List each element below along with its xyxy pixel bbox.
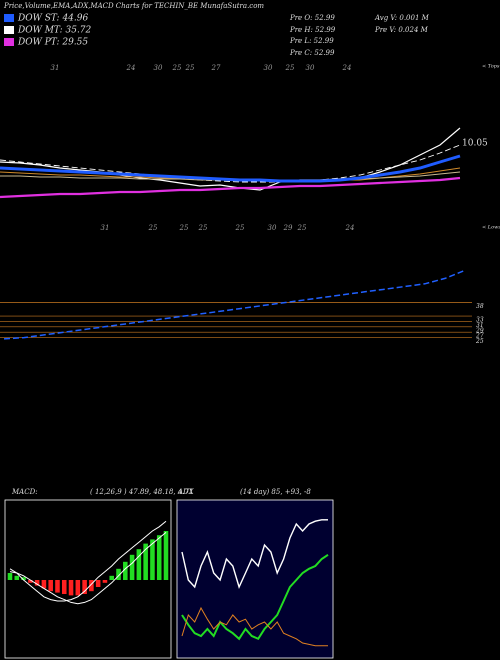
histogram-bar xyxy=(75,580,81,596)
legend-swatch xyxy=(4,38,14,46)
tops-label: < Tops xyxy=(482,64,500,70)
histogram-bar xyxy=(48,580,53,592)
series-line xyxy=(0,176,461,199)
histogram-bar xyxy=(163,531,169,580)
low-label: 24 xyxy=(345,224,355,232)
histogram-bar xyxy=(55,580,60,593)
y-tick-label: 29 xyxy=(475,327,484,334)
top-label: 25 xyxy=(172,64,182,72)
top-label: 25 xyxy=(185,64,195,72)
series-line xyxy=(0,154,461,183)
top-label: 30 xyxy=(154,64,163,72)
histogram-bar xyxy=(61,580,67,594)
series-line xyxy=(9,532,167,605)
histogram-bar xyxy=(21,577,26,580)
macd-panel xyxy=(4,499,172,659)
low-label: 25 xyxy=(148,224,158,232)
y-tick-label: 38 xyxy=(476,303,484,310)
histogram-bar xyxy=(28,580,33,583)
histogram-bar xyxy=(82,580,87,594)
y-tick-label: 25 xyxy=(475,338,484,345)
top-label: 24 xyxy=(342,64,352,72)
y-tick-label: 33 xyxy=(476,317,484,324)
low-label: 25 xyxy=(235,224,245,232)
top-label: 30 xyxy=(264,64,273,72)
macd-title: MACD: xyxy=(11,488,38,496)
top-label: 27 xyxy=(211,64,221,72)
info-label: Avg V: 0.001 M xyxy=(374,14,430,22)
series-line xyxy=(9,520,167,602)
histogram-bar xyxy=(7,573,13,580)
info-label: Pre C: 52.99 xyxy=(289,49,335,57)
histogram-bar xyxy=(129,554,135,580)
series-line xyxy=(0,127,461,191)
adx-title: ADX xyxy=(177,488,195,496)
histogram-bar xyxy=(68,580,74,596)
histogram-bar xyxy=(41,580,47,589)
lows-label: < Lows xyxy=(482,225,500,231)
macd-subtitle: ( 12,26,9 ) 47.89, 48.18, 4.71 xyxy=(90,488,193,496)
top-label: 30 xyxy=(306,64,315,72)
chart-title: Price,Volume,EMA,ADX,MACD Charts for TEC… xyxy=(3,2,264,10)
adx-subtitle: (14 day) 85, +93, -8 xyxy=(240,488,311,496)
y-tick-label: 31 xyxy=(476,322,484,329)
legend-label: DOW PT: 29.55 xyxy=(17,38,88,48)
series-line xyxy=(181,519,328,589)
info-label: Pre H: 52.99 xyxy=(289,26,336,34)
info-label: Pre L: 52.99 xyxy=(289,37,334,45)
histogram-bar xyxy=(14,575,20,580)
histogram-bar xyxy=(95,580,101,587)
series-line xyxy=(0,144,461,183)
legend-label: DOW ST: 44.96 xyxy=(17,14,88,24)
histogram-bar xyxy=(34,580,40,586)
low-label: 25 xyxy=(297,224,307,232)
info-label: Pre O: 52.99 xyxy=(289,14,335,22)
histogram-bar xyxy=(116,568,121,580)
info-label: Pre V: 0.024 M xyxy=(374,26,429,34)
low-label: 29 xyxy=(283,224,293,232)
series-line xyxy=(3,269,466,340)
low-label: 25 xyxy=(198,224,208,232)
histogram-bar xyxy=(89,580,94,592)
legend-label: DOW MT: 35.72 xyxy=(17,26,92,36)
y-tick-label: 27 xyxy=(475,333,484,340)
low-label: 25 xyxy=(179,224,189,232)
histogram-bar xyxy=(150,539,155,580)
series-line xyxy=(181,606,328,647)
top-label: 24 xyxy=(126,64,136,72)
low-label: 31 xyxy=(101,224,110,232)
legend-swatch xyxy=(4,14,14,22)
top-label: 25 xyxy=(285,64,295,72)
top-label: 31 xyxy=(51,64,60,72)
histogram-bar xyxy=(109,575,115,580)
legend-swatch xyxy=(4,26,14,34)
price-label: 10.05 xyxy=(462,139,488,149)
low-label: 30 xyxy=(268,224,277,232)
series-line xyxy=(181,553,329,641)
histogram-bar xyxy=(143,543,148,580)
histogram-bar xyxy=(156,535,162,580)
histogram-bar xyxy=(136,549,142,580)
histogram-bar xyxy=(123,561,128,580)
histogram-bar xyxy=(102,580,108,583)
